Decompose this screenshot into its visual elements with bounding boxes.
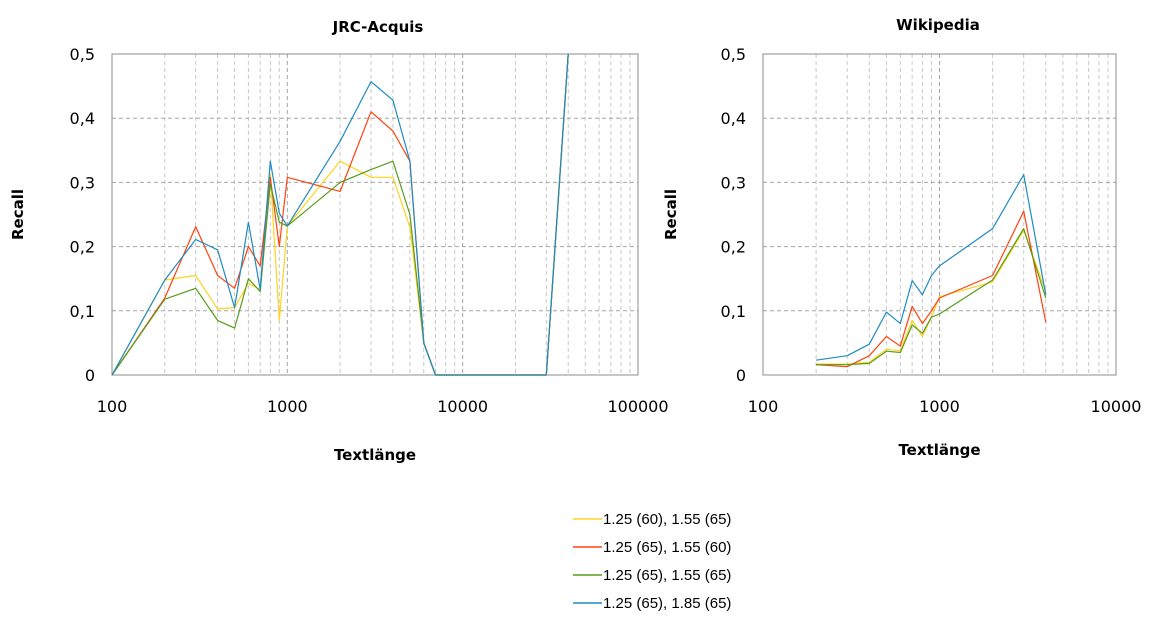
y-tick-label: 0,4 <box>70 109 95 128</box>
legend-label: 1.25 (65), 1.55 (65) <box>603 567 731 584</box>
series-group <box>816 174 1047 368</box>
legend: 1.25 (60), 1.55 (65) 1.25 (65), 1.55 (60)… <box>573 511 731 612</box>
legend-label: 1.25 (60), 1.55 (65) <box>603 511 731 528</box>
series-line-1 <box>111 53 569 376</box>
y-axis-label: Recall <box>9 189 27 240</box>
y-tick-label: 0,5 <box>721 45 746 64</box>
x-axis-label: Textlänge <box>334 446 416 464</box>
x-tick-label: 1000 <box>267 397 308 416</box>
y-tick-label: 0 <box>85 366 95 385</box>
series-line-2 <box>816 210 1047 368</box>
y-tick-label: 0,2 <box>70 238 95 257</box>
y-tick-label: 0 <box>736 366 746 385</box>
x-tick-label: 100000 <box>607 397 668 416</box>
gridlines <box>763 54 1116 375</box>
series-group <box>111 53 569 376</box>
x-tick-label: 100 <box>748 397 779 416</box>
y-tick-label: 0,3 <box>70 173 95 192</box>
chart-wikipedia: 0 0,1 0,2 0,3 0,4 0,5 100 1000 10000 Wikipedia Tex… <box>662 16 1141 459</box>
series-line-3 <box>816 228 1047 366</box>
legend-label: 1.25 (65), 1.85 (65) <box>603 595 731 612</box>
x-axis-label: Textlänge <box>898 441 980 459</box>
y-tick-label: 0,5 <box>70 45 95 64</box>
chart-title: Wikipedia <box>896 16 980 34</box>
x-tick-label: 10000 <box>437 397 488 416</box>
series-line-4 <box>816 174 1047 361</box>
series-line-2 <box>111 53 569 376</box>
y-tick-label: 0,4 <box>721 109 746 128</box>
series-line-4 <box>111 53 569 376</box>
gridlines <box>112 54 638 375</box>
y-tick-label: 0,2 <box>721 238 746 257</box>
y-axis-label: Recall <box>662 189 680 240</box>
plot-frame <box>111 53 639 376</box>
chart-title: JRC-Acquis <box>332 18 424 36</box>
x-tick-label: 10000 <box>1091 397 1142 416</box>
x-tick-label: 1000 <box>919 397 960 416</box>
series-line-3 <box>111 53 569 376</box>
y-tick-label: 0,3 <box>721 173 746 192</box>
chart-jrc-acquis: 0 0,1 0,2 0,3 0,4 0,5 100 1000 10000 100000 JRC-Ac… <box>9 18 669 464</box>
y-tick-label: 0,1 <box>70 302 95 321</box>
x-tick-label: 100 <box>97 397 128 416</box>
legend-label: 1.25 (65), 1.55 (60) <box>603 539 731 556</box>
plot-frame <box>762 53 1117 376</box>
y-tick-label: 0,1 <box>721 302 746 321</box>
